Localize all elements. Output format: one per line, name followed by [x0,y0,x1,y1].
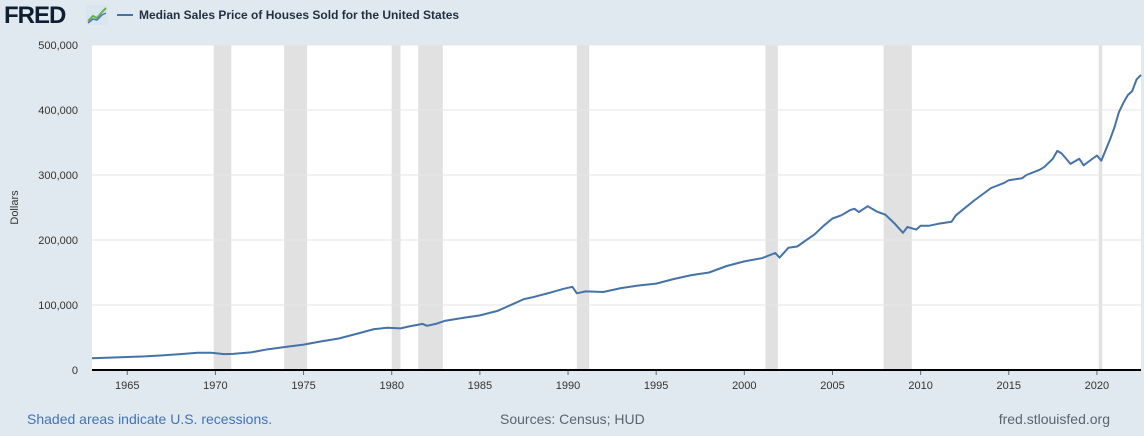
legend-series-label[interactable]: Median Sales Price of Houses Sold for th… [139,8,460,22]
x-tick-label: 1975 [291,380,315,392]
x-tick-label: 1990 [556,380,580,392]
fred-site-link[interactable]: fred.stlouisfed.org [998,411,1110,427]
x-tick-label: 1965 [115,380,139,392]
plot-area [92,45,1141,370]
recession-band [576,45,590,370]
x-tick-label: 1995 [644,380,668,392]
fred-chart-icon [86,5,108,25]
y-tick-label: 400,000 [38,105,78,117]
y-tick-label: 300,000 [38,170,78,182]
fred-logo[interactable]: FRED [4,2,66,29]
recession-band [391,45,401,370]
legend: Median Sales Price of Houses Sold for th… [117,6,459,24]
recession-band [883,45,912,370]
recession-band [213,45,232,370]
y-tick-label: 500,000 [38,40,78,52]
recession-band [284,45,308,370]
y-axis-label: Dollars [9,190,21,225]
recession-note[interactable]: Shaded areas indicate U.S. recessions. [27,411,273,427]
y-tick-label: 200,000 [38,235,78,247]
recession-band [1098,45,1103,370]
legend-swatch [117,14,133,16]
x-tick-label: 2005 [820,380,844,392]
x-tick-label: 2000 [732,380,756,392]
sources-text: Sources: Census; HUD [500,411,645,427]
x-tick-label: 2010 [908,380,932,392]
recession-band [418,45,443,370]
x-tick-label: 1985 [468,380,492,392]
recession-band [765,45,778,370]
chart-header: FRED Median Sales Price of Houses Sold f… [0,0,1144,34]
x-tick-label: 2015 [997,380,1021,392]
line-chart: 0 100,000 200,000 300,000 400,000 500,000 1965… [9,40,1142,392]
series-line [91,74,1142,360]
y-tick-label: 0 [72,365,78,377]
y-tick-label: 100,000 [38,300,78,312]
x-tick-label: 2020 [1085,380,1109,392]
x-tick-label: 1970 [203,380,227,392]
x-tick-label: 1980 [379,380,403,392]
